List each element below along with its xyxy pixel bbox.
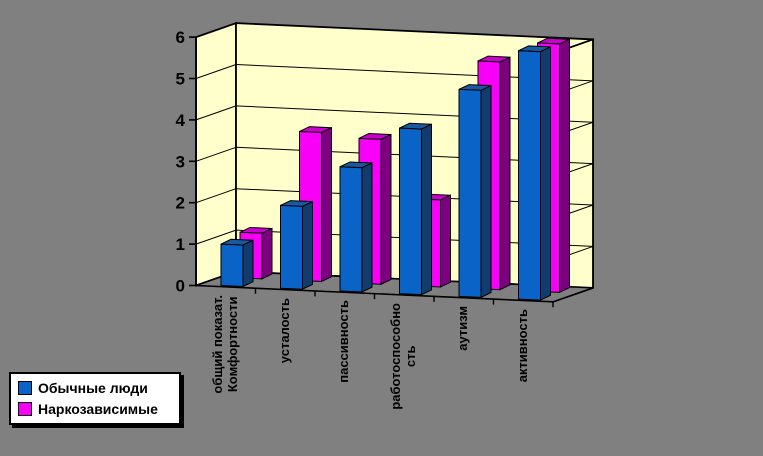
bar-side-face <box>499 56 511 291</box>
bar-side-face <box>540 46 551 301</box>
category-label-5: активность <box>514 308 530 382</box>
bar-side-face <box>361 162 373 293</box>
y-axis-tick-label: 2 <box>176 194 185 213</box>
bar-series-0-cat-0[interactable] <box>220 243 244 288</box>
legend-item-series-1[interactable]: Наркозависимые <box>18 401 173 417</box>
bar-series-0-cat-1[interactable] <box>280 204 303 290</box>
bar-side-face <box>440 194 451 288</box>
gridline <box>195 188 237 204</box>
bar-series-0-cat-4[interactable] <box>458 88 482 298</box>
category-label-4: аутизм <box>455 305 471 351</box>
legend-swatch-magenta <box>18 402 32 416</box>
bar-side-face <box>380 133 392 286</box>
bar-side-face <box>321 126 332 283</box>
legend-item-series-0[interactable]: Обычные люди <box>18 380 173 396</box>
gridline <box>195 229 237 245</box>
bar-side-face <box>261 227 273 280</box>
y-axis-tick-label: 4 <box>176 111 186 130</box>
y-axis-tick-label: 0 <box>176 277 185 296</box>
bar-series-0-cat-5[interactable] <box>518 50 541 301</box>
bar-series-0-cat-3[interactable] <box>399 127 422 296</box>
legend-label: Обычные люди <box>38 380 148 396</box>
y-axis-tick-label: 5 <box>176 70 185 89</box>
category-label-0: общий показат. Комфортности <box>209 294 240 394</box>
bar-series-0-cat-2[interactable] <box>339 166 363 293</box>
y-axis-tick-label: 1 <box>176 235 185 254</box>
gridline <box>195 105 237 121</box>
bar-side-face <box>302 200 313 291</box>
gridline <box>195 64 237 79</box>
bar-side-face <box>480 84 492 299</box>
bar-side-face <box>421 123 432 296</box>
y-axis-tick-label: 3 <box>176 152 185 171</box>
category-label-1: усталость <box>276 297 292 363</box>
legend-swatch-blue <box>18 381 32 395</box>
bar-side-face <box>559 38 570 294</box>
gridline <box>195 22 237 38</box>
category-label-3: работоспособно сть <box>388 303 419 410</box>
gridline <box>195 146 237 162</box>
legend-label: Наркозависимые <box>38 401 158 417</box>
category-label-2: пассивность <box>336 300 352 384</box>
bar-side-face <box>242 239 254 288</box>
legend[interactable]: Обычные люди Наркозависимые <box>9 372 181 425</box>
y-axis-tick-label: 6 <box>176 28 185 47</box>
